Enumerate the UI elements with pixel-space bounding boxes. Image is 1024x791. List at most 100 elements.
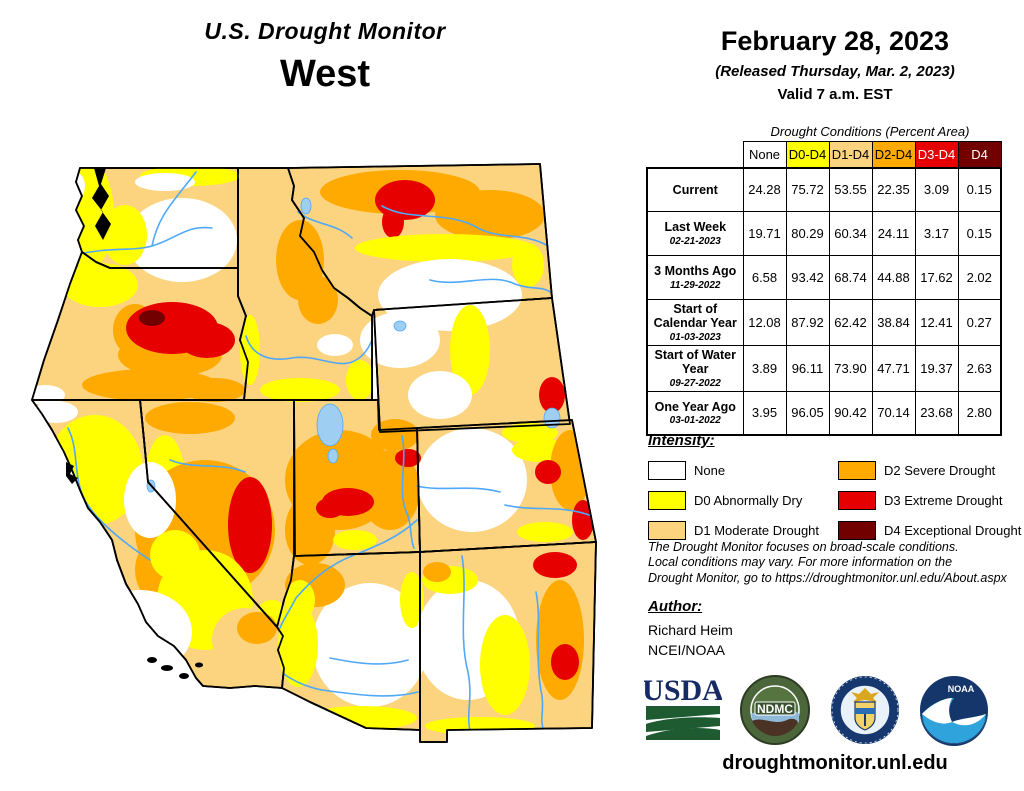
value-cell: 22.35 (871, 167, 916, 212)
table-header-row: None D0-D4 D1-D4 D2-D4 D3-D4 D4 (647, 141, 1002, 168)
author-org: NCEI/NOAA (648, 642, 726, 658)
value-cell: 24.28 (742, 167, 787, 212)
value-cell: 70.14 (871, 390, 916, 436)
value-cell: 3.89 (742, 344, 787, 392)
legend-item: None (648, 456, 838, 484)
row-label-cell: One Year Ago 03-01-2022 (646, 390, 744, 436)
value-cell: 24.11 (871, 211, 916, 256)
legend-swatch (648, 460, 686, 480)
row-label-cell: 3 Months Ago 11-29-2022 (646, 255, 744, 300)
legend-item: D0 Abnormally Dry (648, 486, 838, 514)
agency-logo-row: USDA NDMC (644, 672, 990, 748)
value-cell: 2.02 (957, 255, 1002, 300)
report-title-line1: U.S. Drought Monitor (204, 18, 446, 44)
value-cell: 12.08 (742, 299, 787, 346)
coast-details (66, 168, 203, 679)
value-cell: 87.92 (785, 299, 830, 346)
great-salt-lake (316, 403, 344, 447)
value-cell: 19.71 (742, 211, 787, 256)
value-cell: 73.90 (828, 344, 873, 392)
flathead-lake (300, 197, 312, 215)
value-cell: 23.68 (914, 390, 959, 436)
column-header-d3-d4: D3-D4 (914, 141, 959, 168)
value-cell: 80.29 (785, 211, 830, 256)
intensity-heading: Intensity: (648, 432, 715, 449)
value-cell: 2.80 (957, 390, 1002, 436)
table-caption: Drought Conditions (Percent Area) (770, 124, 970, 139)
usda-wordmark: USDA (644, 674, 722, 707)
yellowstone-lake (393, 320, 407, 332)
report-date: February 28, 2023 (720, 26, 950, 56)
value-cell: 96.11 (785, 344, 830, 392)
value-cell: 19.37 (914, 344, 959, 392)
value-cell: 0.15 (957, 167, 1002, 212)
table-row: 3 Months Ago 11-29-2022 6.58 93.42 68.74 44.8… (646, 255, 1002, 300)
noaa-wordmark: NOAA (948, 684, 975, 694)
footer-url: droughtmonitor.unl.edu (722, 752, 948, 774)
value-cell: 75.72 (785, 167, 830, 212)
drought-conditions-table: None D0-D4 D1-D4 D2-D4 D3-D4 D4 Current 24.28 7… (646, 141, 1002, 436)
column-header-none: None (742, 141, 787, 168)
row-label-cell: Start of Calendar Year 01-03-2023 (646, 299, 744, 346)
legend-label: D2 Severe Drought (884, 462, 996, 478)
date-block: February 28, 2023 (Released Thursday, Ma… (660, 26, 1010, 103)
value-cell: 53.55 (828, 167, 873, 212)
legend-label: None (694, 462, 726, 478)
drought-intensity-regions (32, 164, 594, 735)
drought-map-container (0, 145, 660, 760)
legend-label: D0 Abnormally Dry (694, 492, 803, 508)
value-cell: 68.74 (828, 255, 873, 300)
legend-swatch (838, 520, 876, 540)
doc-logo (830, 676, 899, 744)
ndmc-logo: NDMC (740, 675, 811, 745)
value-cell: 47.71 (871, 344, 916, 392)
value-cell: 6.58 (742, 255, 787, 300)
rivers-layer (67, 171, 593, 731)
released-date: (Released Thursday, Mar. 2, 2023) (715, 63, 955, 80)
value-cell: 96.05 (785, 390, 830, 436)
lakes-layer (146, 197, 561, 493)
intensity-legend: None D0 Abnormally Dry D1 Moderate Drought… (648, 456, 1021, 544)
value-cell: 0.27 (957, 299, 1002, 346)
valid-time: Valid 7 a.m. EST (777, 86, 893, 103)
legend-label: D1 Moderate Drought (694, 522, 820, 538)
usda-logo: USDA (644, 674, 722, 740)
value-cell: 17.62 (914, 255, 959, 300)
legend-swatch (648, 490, 686, 510)
report-title-region: West (279, 53, 371, 95)
legend-item: D1 Moderate Drought (648, 516, 838, 544)
value-cell: 62.42 (828, 299, 873, 346)
legend-swatch (838, 490, 876, 510)
value-cell: 2.63 (957, 344, 1002, 392)
row-label-cell: Start of Water Year 09-27-2022 (646, 344, 744, 392)
ndmc-wordmark: NDMC (757, 702, 793, 716)
disclaimer-line: Drought Monitor, go to https://droughtmo… (648, 570, 1007, 585)
row-label-cell: Last Week 02-21-2023 (646, 211, 744, 256)
report-title: U.S. Drought Monitor West (110, 18, 540, 96)
value-cell: 90.42 (828, 390, 873, 436)
column-header-d2-d4: D2-D4 (871, 141, 916, 168)
legend-item: D2 Severe Drought (838, 456, 1023, 484)
value-cell: 38.84 (871, 299, 916, 346)
noaa-logo: NOAA (919, 676, 988, 746)
legend-item: D4 Exceptional Drought (838, 516, 1023, 544)
author-heading: Author: (648, 598, 703, 615)
value-cell: 3.95 (742, 390, 787, 436)
legend-swatch (648, 520, 686, 540)
author-name: Richard Heim (648, 622, 733, 638)
disclaimer-line: Local conditions may vary. For more info… (648, 555, 953, 570)
state-borders (31, 163, 597, 743)
drought-map (31, 163, 597, 743)
value-cell: 93.42 (785, 255, 830, 300)
value-cell: 60.34 (828, 211, 873, 256)
table-row: Start of Calendar Year 01-03-2023 12.08 87.… (646, 299, 1002, 346)
row-label-cell: Current (646, 167, 744, 212)
value-cell: 3.09 (914, 167, 959, 212)
column-header-d0-d4: D0-D4 (785, 141, 830, 168)
value-cell: 44.88 (871, 255, 916, 300)
value-cell: 0.15 (957, 211, 1002, 256)
table-row: One Year Ago 03-01-2022 3.95 96.05 90.42 70.1… (646, 390, 1002, 436)
table-row: Last Week 02-21-2023 19.71 80.29 60.34 24.11 3… (646, 211, 1002, 256)
disclaimer-line: The Drought Monitor focuses on broad-sca… (648, 540, 959, 554)
